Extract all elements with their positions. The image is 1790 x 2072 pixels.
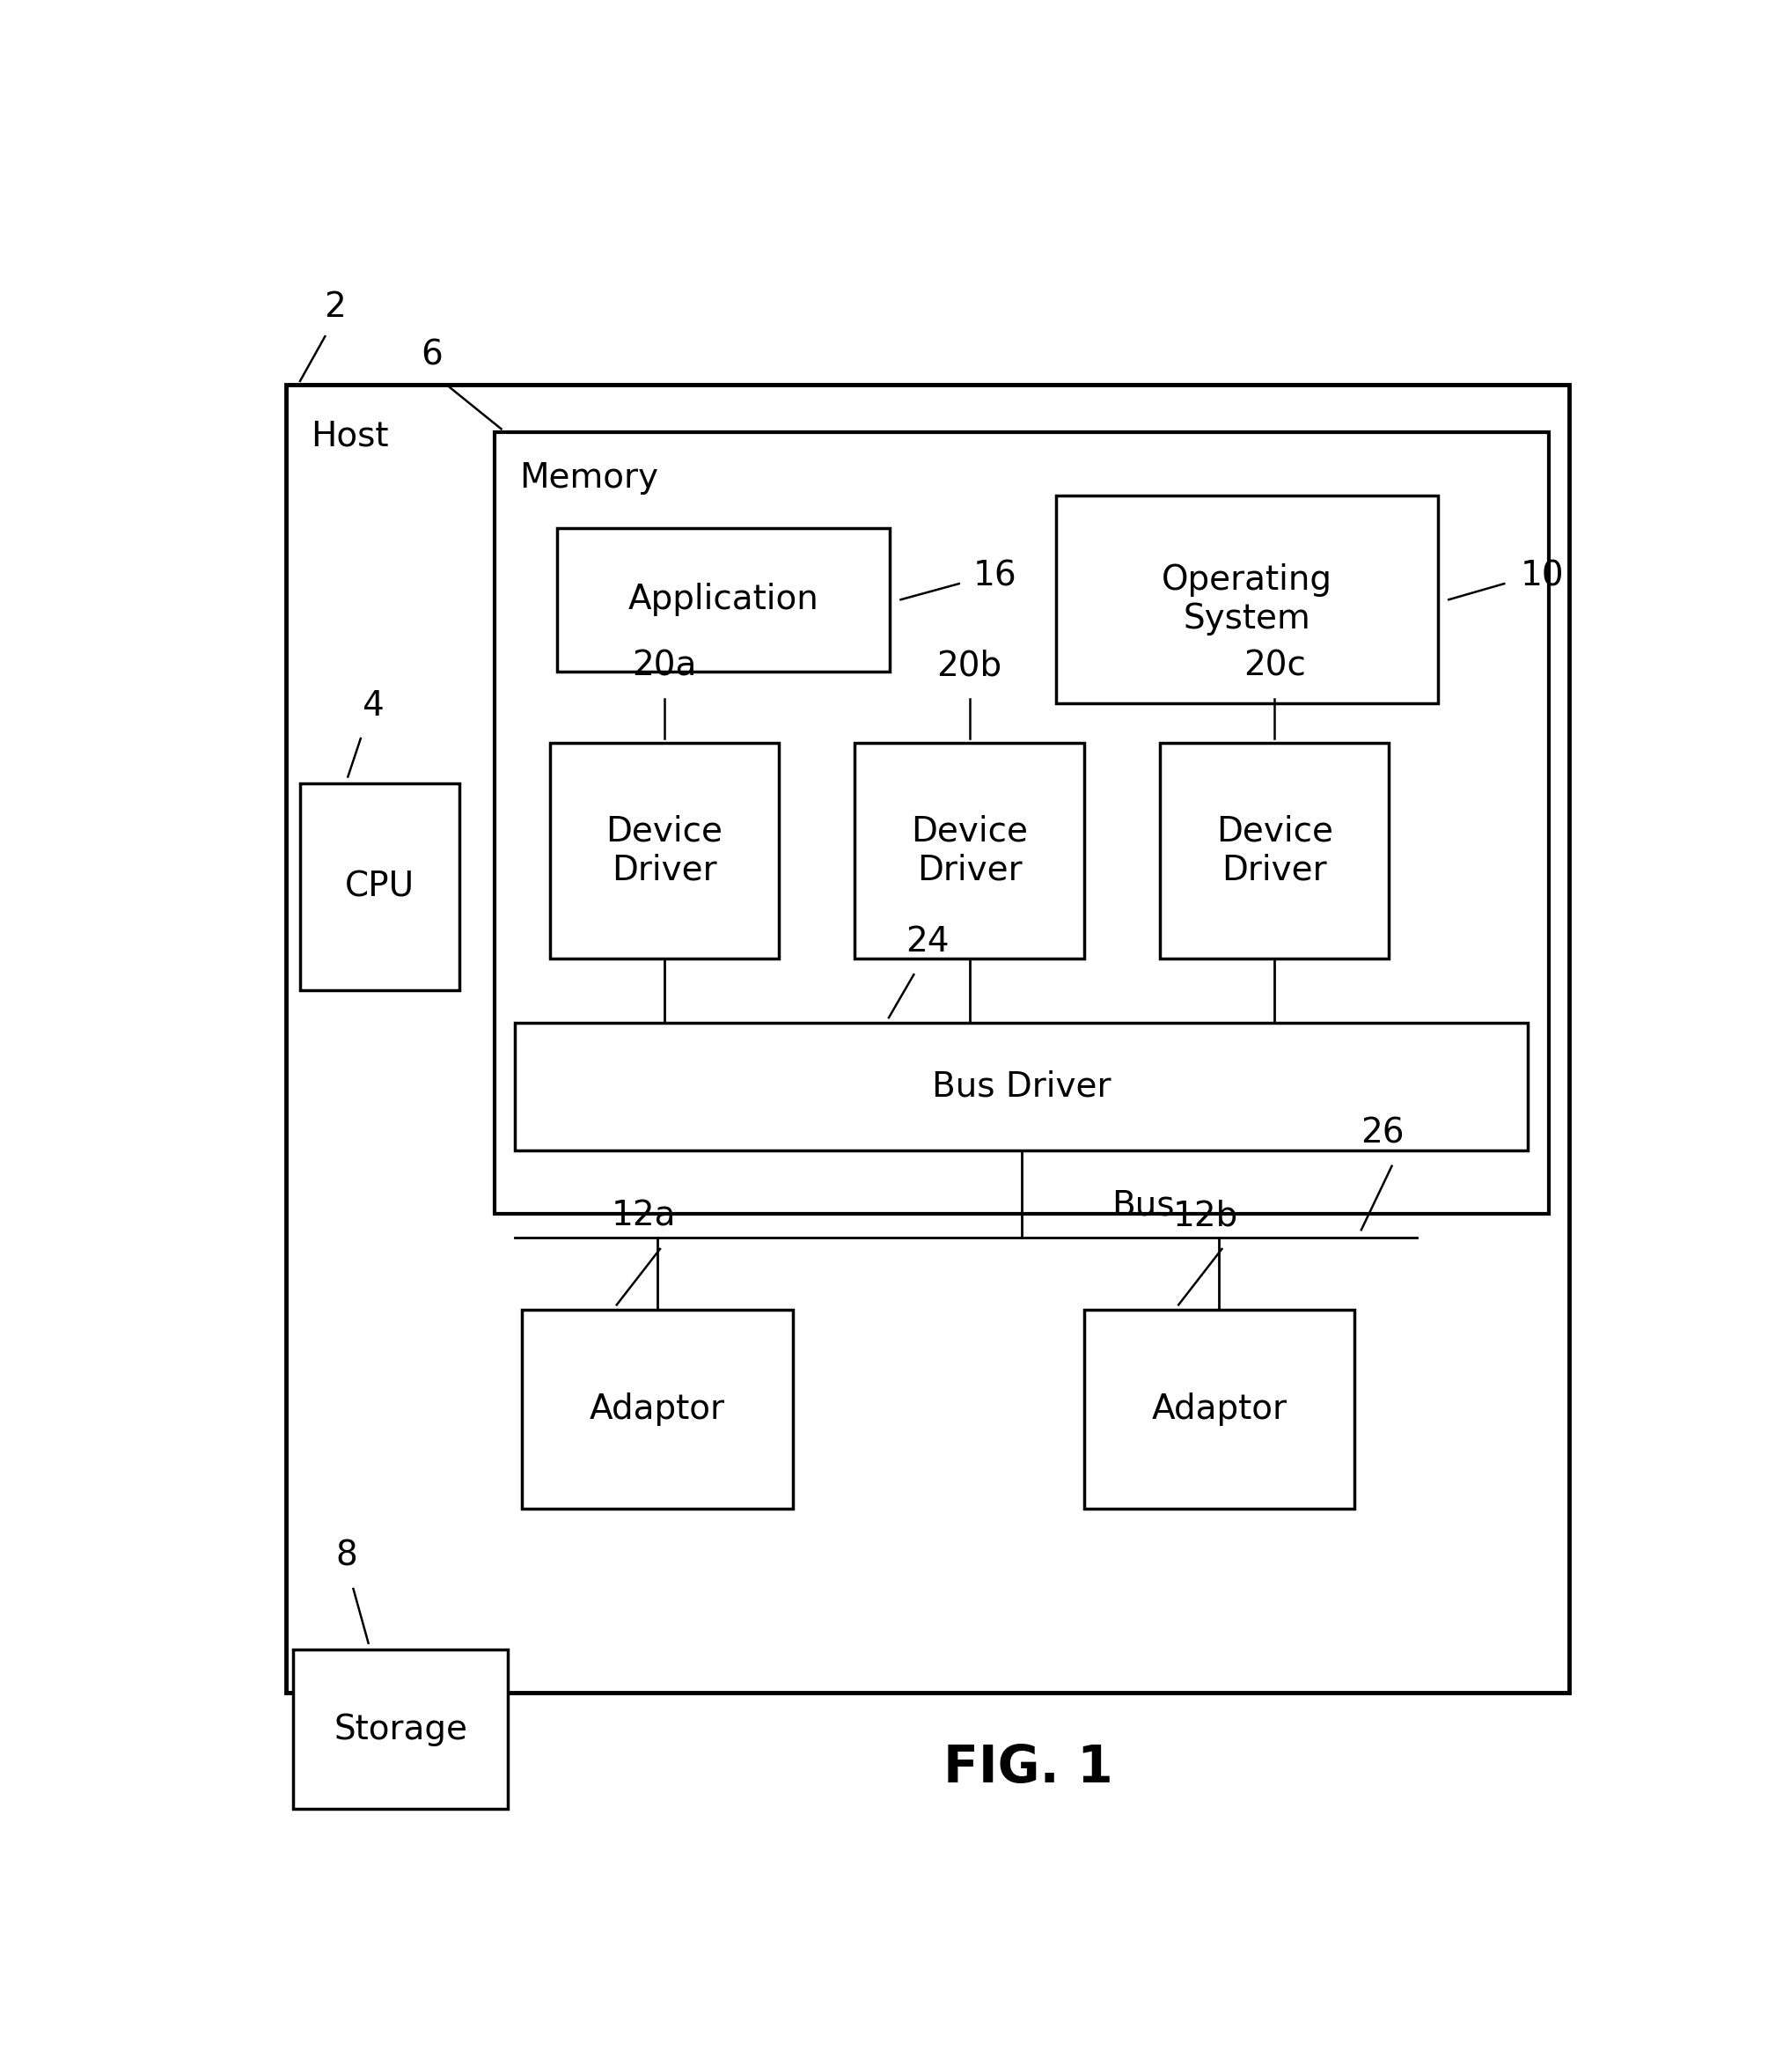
Text: Adaptor: Adaptor: [589, 1392, 725, 1426]
Text: Device
Driver: Device Driver: [1215, 814, 1334, 887]
FancyBboxPatch shape: [516, 1021, 1529, 1150]
Text: 24: 24: [906, 926, 949, 959]
FancyBboxPatch shape: [294, 1649, 508, 1809]
FancyBboxPatch shape: [856, 744, 1085, 959]
Text: Operating
System: Operating System: [1162, 564, 1332, 636]
Text: Device
Driver: Device Driver: [911, 814, 1027, 887]
Text: Bus Driver: Bus Driver: [933, 1069, 1112, 1102]
FancyBboxPatch shape: [1085, 1310, 1355, 1508]
Text: 6: 6: [421, 338, 442, 371]
FancyBboxPatch shape: [494, 433, 1548, 1214]
Text: 2: 2: [324, 290, 345, 323]
Text: Storage: Storage: [333, 1711, 467, 1747]
Text: 20b: 20b: [936, 649, 1002, 682]
Text: 4: 4: [362, 690, 383, 723]
Text: Bus: Bus: [1112, 1189, 1174, 1222]
Text: 20a: 20a: [632, 649, 696, 682]
FancyBboxPatch shape: [550, 744, 779, 959]
FancyBboxPatch shape: [523, 1310, 793, 1508]
Text: Host: Host: [311, 419, 388, 454]
Text: 26: 26: [1360, 1117, 1403, 1150]
FancyBboxPatch shape: [557, 528, 890, 671]
Text: CPU: CPU: [345, 870, 415, 903]
Text: 12a: 12a: [610, 1200, 677, 1233]
FancyBboxPatch shape: [1160, 744, 1389, 959]
FancyBboxPatch shape: [1056, 495, 1437, 702]
Text: 10: 10: [1522, 559, 1564, 593]
Text: 20c: 20c: [1244, 649, 1305, 682]
Text: 8: 8: [337, 1539, 358, 1573]
Text: 12b: 12b: [1172, 1200, 1239, 1233]
FancyBboxPatch shape: [286, 383, 1570, 1693]
Text: Adaptor: Adaptor: [1151, 1392, 1287, 1426]
Text: Memory: Memory: [519, 460, 659, 495]
Text: 16: 16: [974, 559, 1017, 593]
Text: Device
Driver: Device Driver: [605, 814, 723, 887]
Text: Application: Application: [628, 582, 818, 615]
Text: FIG. 1: FIG. 1: [943, 1743, 1113, 1792]
FancyBboxPatch shape: [301, 783, 460, 990]
